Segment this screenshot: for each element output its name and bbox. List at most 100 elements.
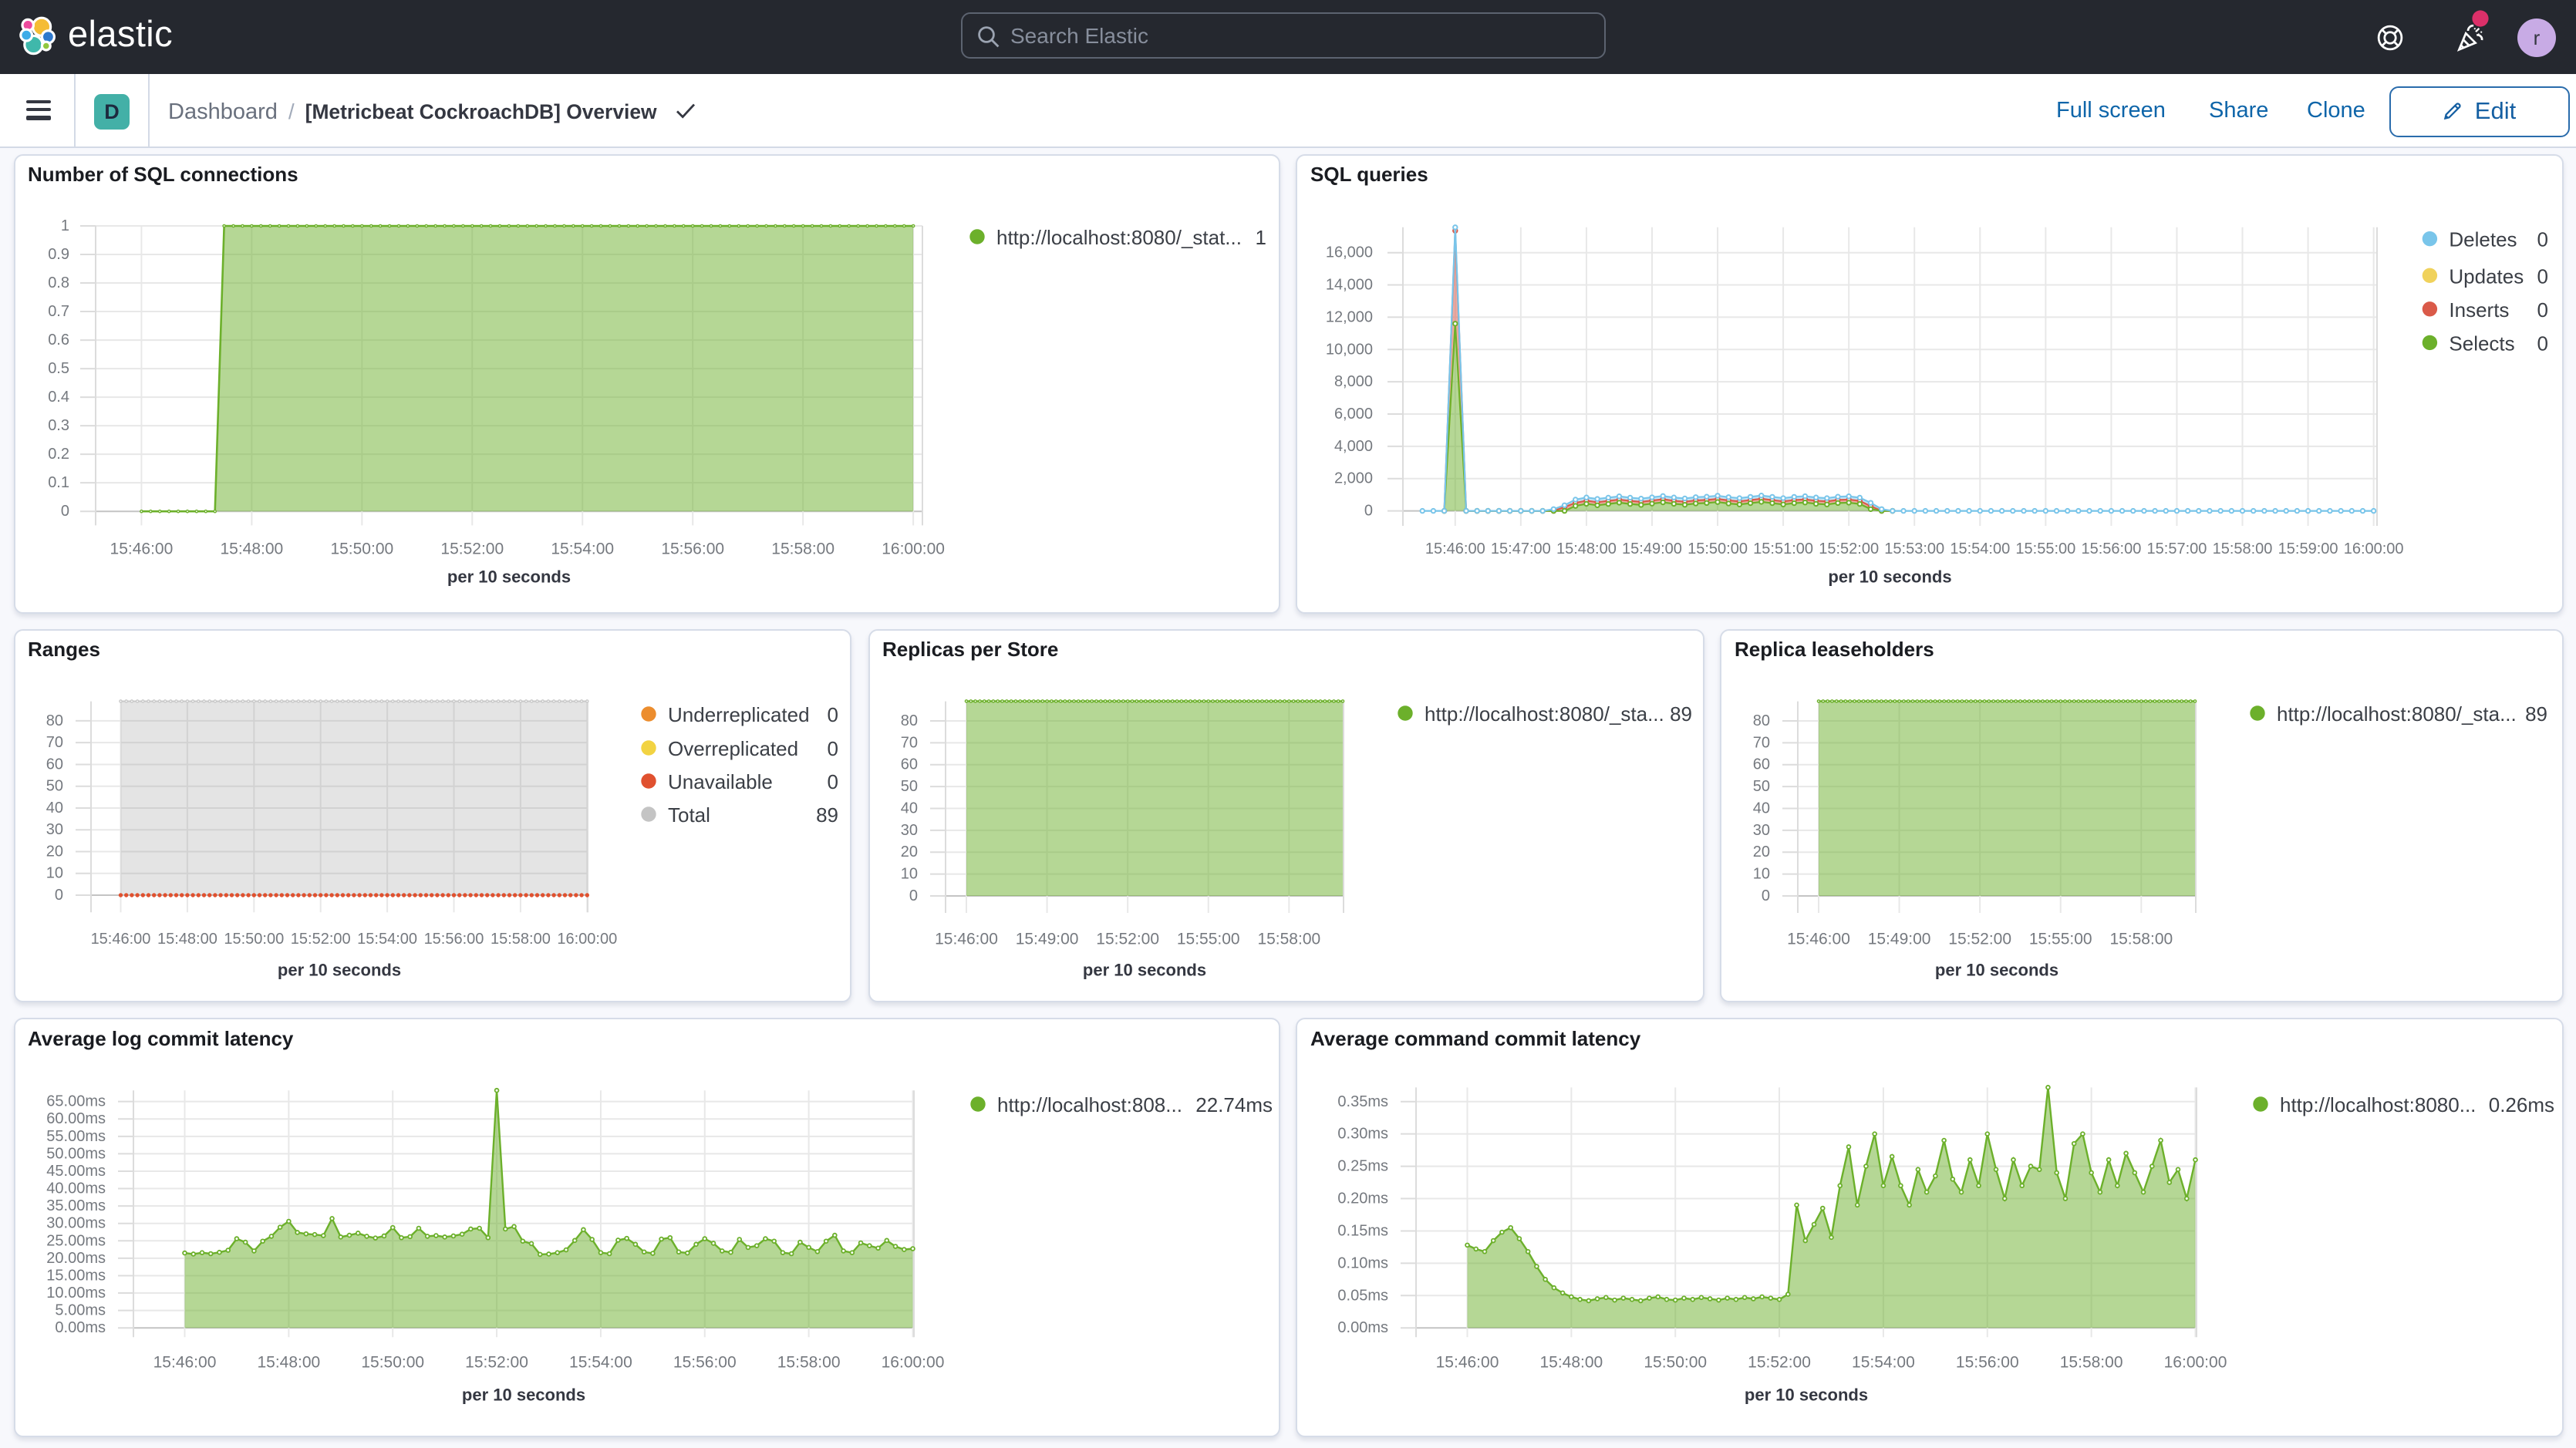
svg-text:10,000: 10,000 [1326,341,1373,358]
svg-text:50: 50 [1753,778,1770,795]
svg-text:10.00ms: 10.00ms [46,1285,106,1302]
svg-text:40: 40 [1753,800,1770,817]
svg-text:0: 0 [2537,332,2548,355]
svg-text:Inserts: Inserts [2449,298,2509,322]
svg-text:15:58:00: 15:58:00 [2060,1354,2123,1372]
svg-text:15:58:00: 15:58:00 [491,931,551,948]
svg-text:30: 30 [46,821,63,838]
svg-text:0: 0 [909,887,918,904]
svg-text:15:58:00: 15:58:00 [2213,540,2273,557]
svg-text:15:56:00: 15:56:00 [2081,540,2141,557]
svg-text:15:55:00: 15:55:00 [2015,540,2075,557]
svg-text:15:46:00: 15:46:00 [935,931,998,948]
svg-text:40: 40 [46,800,63,817]
svg-text:80: 80 [901,712,918,729]
svg-text:20: 20 [46,843,63,860]
svg-text:50: 50 [46,778,63,795]
svg-text:30: 30 [1753,822,1770,839]
svg-text:80: 80 [46,712,63,729]
svg-text:60: 60 [901,756,918,773]
svg-text:12,000: 12,000 [1326,308,1373,325]
svg-text:per 10 seconds: per 10 seconds [1745,1386,1868,1405]
svg-text:0: 0 [55,887,63,904]
svg-text:Average log commit latency: Average log commit latency [28,1027,294,1050]
svg-text:Average command commit latency: Average command commit latency [1310,1027,1641,1050]
svg-text:0: 0 [828,770,838,793]
svg-text:15:50:00: 15:50:00 [330,540,393,558]
svg-text:10: 10 [1753,866,1770,883]
svg-text:40.00ms: 40.00ms [46,1180,106,1197]
svg-text:0.10ms: 0.10ms [1337,1254,1388,1271]
svg-text:0.7: 0.7 [48,303,69,320]
svg-text:15:56:00: 15:56:00 [673,1354,737,1372]
svg-text:15:59:00: 15:59:00 [2278,540,2338,557]
svg-text:80: 80 [1753,712,1770,729]
svg-text:0.00ms: 0.00ms [1337,1319,1388,1336]
svg-text:50.00ms: 50.00ms [46,1145,106,1162]
svg-text:0.4: 0.4 [48,389,69,406]
svg-text:60: 60 [46,756,63,773]
svg-text:15:52:00: 15:52:00 [1096,931,1159,948]
svg-text:15:54:00: 15:54:00 [357,931,417,948]
svg-text:0: 0 [61,503,69,520]
svg-text:0: 0 [2537,264,2548,288]
svg-text:70: 70 [901,734,918,751]
svg-text:70: 70 [1753,734,1770,751]
svg-text:16:00:00: 16:00:00 [2344,540,2404,557]
svg-text:55.00ms: 55.00ms [46,1128,106,1145]
svg-text:15:52:00: 15:52:00 [1948,931,2011,948]
svg-text:60: 60 [1753,756,1770,773]
svg-text:89: 89 [1670,702,1692,726]
svg-text:89: 89 [2525,702,2547,726]
svg-text:15:54:00: 15:54:00 [551,540,614,558]
svg-text:Replica leaseholders: Replica leaseholders [1735,638,1934,661]
svg-text:0.20ms: 0.20ms [1337,1190,1388,1207]
svg-text:http://localhost:8080...: http://localhost:8080... [2280,1093,2476,1116]
svg-text:Replicas per Store: Replicas per Store [882,638,1058,661]
svg-text:15:52:00: 15:52:00 [440,540,504,558]
svg-text:8,000: 8,000 [1334,373,1373,390]
svg-text:Overreplicated: Overreplicated [668,737,798,760]
svg-text:16:00:00: 16:00:00 [2164,1354,2227,1372]
svg-text:30.00ms: 30.00ms [46,1215,106,1232]
svg-text:35.00ms: 35.00ms [46,1197,106,1214]
svg-text:15:56:00: 15:56:00 [424,931,484,948]
svg-text:0.3: 0.3 [48,417,69,434]
svg-text:70: 70 [46,734,63,751]
svg-text:15:55:00: 15:55:00 [1177,931,1240,948]
svg-text:20: 20 [1753,844,1770,860]
svg-text:0.1: 0.1 [48,474,69,491]
svg-text:15:56:00: 15:56:00 [661,540,724,558]
svg-text:50: 50 [901,778,918,795]
svg-text:2,000: 2,000 [1334,470,1373,487]
svg-text:15:52:00: 15:52:00 [1819,540,1879,557]
svg-text:http://localhost:808...: http://localhost:808... [997,1093,1182,1116]
svg-text:15:49:00: 15:49:00 [1016,931,1079,948]
svg-text:http://localhost:8080/_sta...: http://localhost:8080/_sta... [1425,702,1664,726]
svg-text:Unavailable: Unavailable [668,770,773,793]
svg-text:15:54:00: 15:54:00 [1950,540,2010,557]
svg-text:0.05ms: 0.05ms [1337,1287,1388,1304]
svg-text:20: 20 [901,844,918,860]
svg-text:per 10 seconds: per 10 seconds [1828,567,1951,587]
svg-text:16:00:00: 16:00:00 [557,931,617,948]
svg-text:Deletes: Deletes [2449,228,2517,251]
svg-text:15:54:00: 15:54:00 [1852,1354,1915,1372]
svg-text:16,000: 16,000 [1326,244,1373,261]
svg-text:Updates: Updates [2449,264,2524,288]
svg-text:per 10 seconds: per 10 seconds [447,567,571,587]
svg-text:15:46:00: 15:46:00 [1425,540,1485,557]
svg-text:0.26ms: 0.26ms [2489,1093,2554,1116]
svg-text:15:46:00: 15:46:00 [91,931,151,948]
svg-text:15:46:00: 15:46:00 [110,540,174,558]
svg-text:65.00ms: 65.00ms [46,1093,106,1110]
svg-text:0.6: 0.6 [48,332,69,349]
svg-text:15:58:00: 15:58:00 [1257,931,1320,948]
svg-text:0.2: 0.2 [48,446,69,463]
svg-text:4,000: 4,000 [1334,438,1373,455]
svg-text:15:50:00: 15:50:00 [361,1354,424,1372]
svg-text:16:00:00: 16:00:00 [882,540,945,558]
svg-text:10: 10 [46,865,63,882]
svg-text:60.00ms: 60.00ms [46,1110,106,1127]
svg-text:15:47:00: 15:47:00 [1491,540,1551,557]
